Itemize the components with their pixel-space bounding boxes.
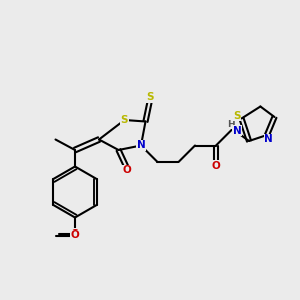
Text: N: N xyxy=(232,125,242,136)
Text: H: H xyxy=(227,120,235,129)
Text: S: S xyxy=(121,115,128,125)
Text: S: S xyxy=(233,110,241,121)
Text: O: O xyxy=(70,230,80,241)
Text: O: O xyxy=(212,161,220,171)
Text: O: O xyxy=(122,165,131,176)
Text: N: N xyxy=(264,134,273,145)
Text: S: S xyxy=(146,92,154,103)
Text: O: O xyxy=(70,229,80,239)
Text: N: N xyxy=(136,140,146,151)
